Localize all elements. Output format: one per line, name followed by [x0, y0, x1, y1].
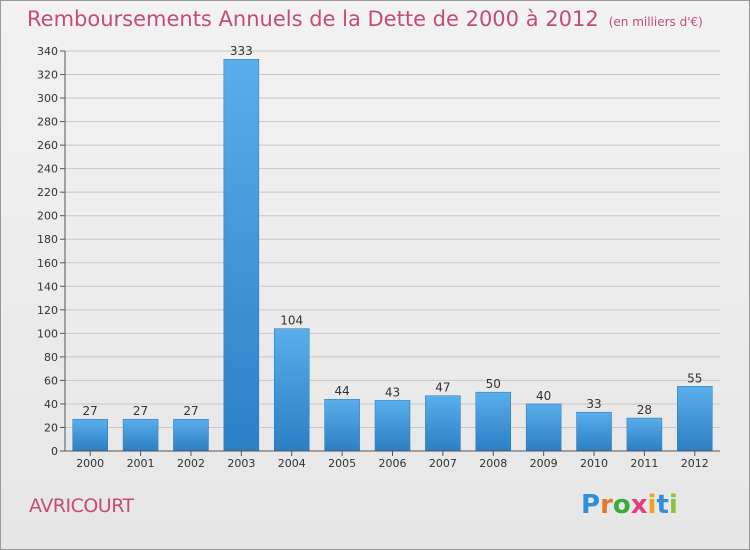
- x-tick-label: 2011: [630, 457, 658, 470]
- y-tick-label: 320: [37, 69, 58, 82]
- data-label-2001: 27: [133, 404, 148, 418]
- y-tick-label: 160: [37, 257, 58, 270]
- y-tick-label: 40: [44, 398, 58, 411]
- commune-name: AVRICOURT: [29, 495, 134, 517]
- bar-2011: [626, 417, 663, 452]
- y-tick-label: 140: [37, 280, 58, 293]
- bar-2008: [475, 391, 512, 452]
- data-label-2012: 55: [687, 371, 702, 385]
- bar-2007: [425, 395, 461, 452]
- x-tick-label: 2007: [429, 457, 457, 470]
- bar-2005: [324, 398, 360, 452]
- y-tick-label: 80: [44, 351, 58, 364]
- y-tick-label: 100: [37, 327, 58, 340]
- y-tick-label: 260: [37, 139, 58, 152]
- y-tick-label: 240: [37, 163, 58, 176]
- data-label-2011: 28: [637, 403, 652, 417]
- logo-letter: i: [668, 490, 678, 520]
- y-tick-label: 220: [37, 186, 58, 199]
- data-label-2007: 47: [435, 381, 450, 395]
- data-label-2008: 50: [486, 377, 501, 391]
- chart-title-text: Remboursements Annuels de la Dette de 20…: [27, 7, 599, 31]
- y-tick-label: 60: [44, 374, 58, 387]
- y-tick-label: 340: [37, 45, 58, 58]
- logo-letter: o: [612, 490, 631, 520]
- data-label-2006: 43: [385, 385, 400, 399]
- data-label-2002: 27: [183, 404, 198, 418]
- y-tick-label: 300: [37, 92, 58, 105]
- y-tick-label: 200: [37, 210, 58, 223]
- bar-2006: [374, 400, 411, 452]
- data-label-2000: 27: [83, 404, 98, 418]
- logo-letter: r: [600, 490, 613, 520]
- x-tick-label: 2000: [76, 457, 104, 470]
- data-label-2009: 40: [536, 389, 551, 403]
- bar-2002: [173, 418, 209, 452]
- chart-unit: (en milliers d'€): [608, 15, 703, 29]
- y-tick-label: 120: [37, 304, 58, 317]
- bar-2010: [576, 411, 612, 452]
- y-tick-label: 20: [44, 421, 58, 434]
- logo-letter: x: [630, 490, 648, 520]
- axes: [64, 51, 720, 452]
- bar-2001: [122, 418, 159, 452]
- x-axis-ticks: 2000 2001 2002 2003 2004 2005 2006 2007 2008 2009…: [76, 451, 709, 470]
- y-tick-label: 280: [37, 116, 58, 129]
- logo-letter: i: [647, 490, 657, 520]
- bars: [72, 58, 713, 452]
- bar-2012: [677, 386, 713, 452]
- logo-letter: t: [656, 490, 669, 520]
- x-tick-label: 2006: [379, 457, 407, 470]
- x-tick-label: 2009: [530, 457, 558, 470]
- x-tick-label: 2001: [127, 457, 155, 470]
- bar-2000: [72, 418, 108, 452]
- x-tick-label: 2010: [580, 457, 608, 470]
- y-tick-label: 0: [51, 445, 58, 458]
- x-tick-label: 2004: [278, 457, 306, 470]
- proxiti-logo: Proxiti: [581, 490, 678, 520]
- x-tick-label: 2002: [177, 457, 205, 470]
- chart-title: Remboursements Annuels de la Dette de 20…: [27, 7, 703, 31]
- logo-letter: P: [581, 490, 601, 520]
- x-tick-label: 2003: [227, 457, 255, 470]
- data-label-2010: 33: [586, 397, 601, 411]
- data-label-2005: 44: [334, 384, 349, 398]
- bar-2004: [273, 328, 310, 452]
- x-tick-label: 2012: [681, 457, 709, 470]
- bar-2003: [223, 58, 260, 452]
- x-tick-label: 2008: [479, 457, 507, 470]
- y-axis-ticks: 0 20 40 60 80 100 120 140 160 180 200 220 240 260 280 3…: [37, 45, 65, 458]
- x-tick-label: 2005: [328, 457, 356, 470]
- data-labels: 27 27 27 333 104 44 43 47 50 40 33 28 55: [83, 44, 703, 418]
- y-tick-label: 180: [37, 233, 58, 246]
- bar-2009: [525, 403, 562, 452]
- data-label-2004: 104: [280, 314, 303, 328]
- data-label-2003: 333: [230, 44, 253, 58]
